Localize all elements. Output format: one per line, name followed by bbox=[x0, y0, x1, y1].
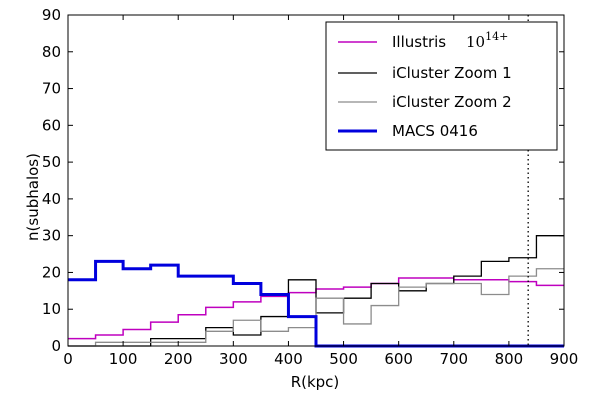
x-tick-label: 0 bbox=[63, 350, 73, 368]
y-tick-label: 40 bbox=[42, 190, 61, 208]
x-tick-label: 100 bbox=[109, 350, 138, 368]
x-tick-label: 800 bbox=[495, 350, 524, 368]
x-tick-label: 500 bbox=[329, 350, 358, 368]
x-tick-label: 400 bbox=[274, 350, 303, 368]
y-tick-label: 0 bbox=[51, 337, 61, 355]
x-axis-title: R(kpc) bbox=[291, 373, 340, 391]
legend-label-1: Illustris bbox=[392, 33, 446, 51]
y-tick-label: 90 bbox=[42, 6, 61, 24]
y-tick-label: 60 bbox=[42, 116, 61, 134]
y-tick-label: 30 bbox=[42, 227, 61, 245]
y-tick-label: 10 bbox=[42, 300, 61, 318]
legend-label-4: MACS 0416 bbox=[392, 122, 478, 140]
y-tick-label: 70 bbox=[42, 80, 61, 98]
x-tick-label: 600 bbox=[384, 350, 413, 368]
y-tick-label: 50 bbox=[42, 153, 61, 171]
legend-label-2: iCluster Zoom 1 bbox=[392, 64, 512, 82]
x-tick-label: 900 bbox=[550, 350, 579, 368]
y-tick-label: 80 bbox=[42, 43, 61, 61]
legend-label-3: iCluster Zoom 2 bbox=[392, 93, 512, 111]
y-tick-label: 20 bbox=[42, 263, 61, 281]
x-tick-label: 300 bbox=[219, 350, 248, 368]
x-tick-label: 700 bbox=[439, 350, 468, 368]
y-axis-title: n(subhalos) bbox=[24, 153, 42, 241]
x-tick-label: 200 bbox=[164, 350, 193, 368]
